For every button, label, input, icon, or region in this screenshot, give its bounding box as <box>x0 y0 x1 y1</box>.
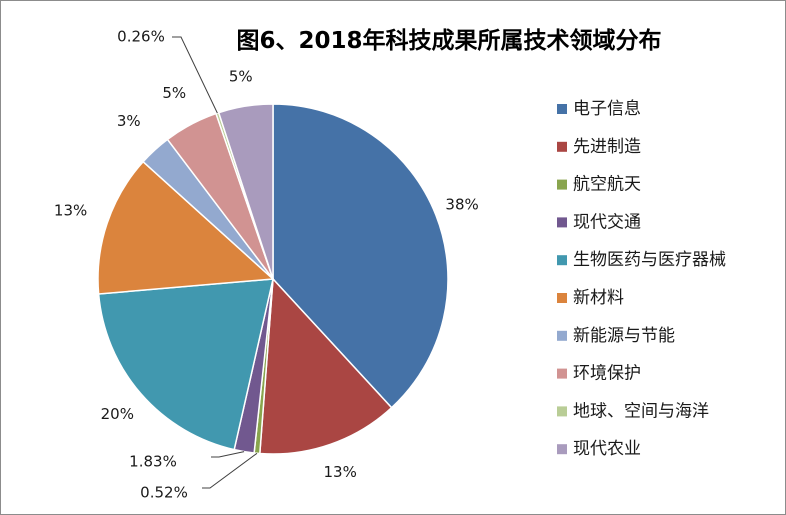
data-label-3: 0.52% <box>140 484 188 502</box>
legend-swatch-9 <box>557 406 567 417</box>
legend-swatch-7 <box>557 330 567 341</box>
legend-label-3: 航空航天 <box>573 175 641 195</box>
legend-swatch-4 <box>557 217 567 228</box>
leader-line-9 <box>172 36 218 114</box>
pie-slices <box>97 103 449 455</box>
pie-slice-6 <box>97 160 275 295</box>
legend-swatch-1 <box>557 104 567 114</box>
legend-label-2: 先进制造 <box>573 137 641 157</box>
legend-label-9: 地球、空间与海洋 <box>573 401 709 421</box>
leader-line-4 <box>211 451 245 458</box>
data-label-1: 38% <box>445 196 478 214</box>
legend: 电子信息先进制造航空航天现代交通生物医药与医疗器械新材料新能源与节能环境保护地球… <box>557 99 726 459</box>
legend-label-7: 新能源与节能 <box>573 326 675 346</box>
leader-line-3 <box>202 452 258 489</box>
legend-label-5: 生物医药与医疗器械 <box>573 250 726 270</box>
legend-swatch-6 <box>557 293 567 303</box>
legend-label-10: 现代农业 <box>573 439 641 459</box>
data-label-5: 20% <box>101 405 134 423</box>
data-label-10: 5% <box>229 67 253 85</box>
pie-slice-5 <box>97 278 274 451</box>
data-labels: 38% 13% 0.52% 1.83% 20% 13% 3% 5% 0.26% 5% <box>54 28 479 502</box>
data-label-7: 3% <box>117 112 141 130</box>
data-label-2: 13% <box>324 463 357 481</box>
legend-label-6: 新材料 <box>573 288 624 308</box>
legend-swatch-3 <box>557 179 567 190</box>
legend-label-4: 现代交通 <box>573 212 641 232</box>
pie-slice-10 <box>217 103 274 280</box>
legend-swatch-2 <box>557 141 567 152</box>
legend-swatch-5 <box>557 255 567 266</box>
data-label-4: 1.83% <box>129 453 177 471</box>
data-label-9: 0.26% <box>117 28 165 46</box>
data-label-8: 5% <box>162 84 186 102</box>
legend-label-1: 电子信息 <box>573 99 641 119</box>
data-label-6: 13% <box>54 202 87 220</box>
pie-slice-2 <box>259 277 393 455</box>
pie-slice-1 <box>272 103 449 409</box>
legend-swatch-8 <box>557 368 567 379</box>
leader-lines <box>172 36 258 489</box>
legend-label-8: 环境保护 <box>573 364 641 384</box>
legend-swatch-10 <box>557 444 567 455</box>
chart-title: 图6、2018年科技成果所属技术领域分布 <box>236 27 661 54</box>
